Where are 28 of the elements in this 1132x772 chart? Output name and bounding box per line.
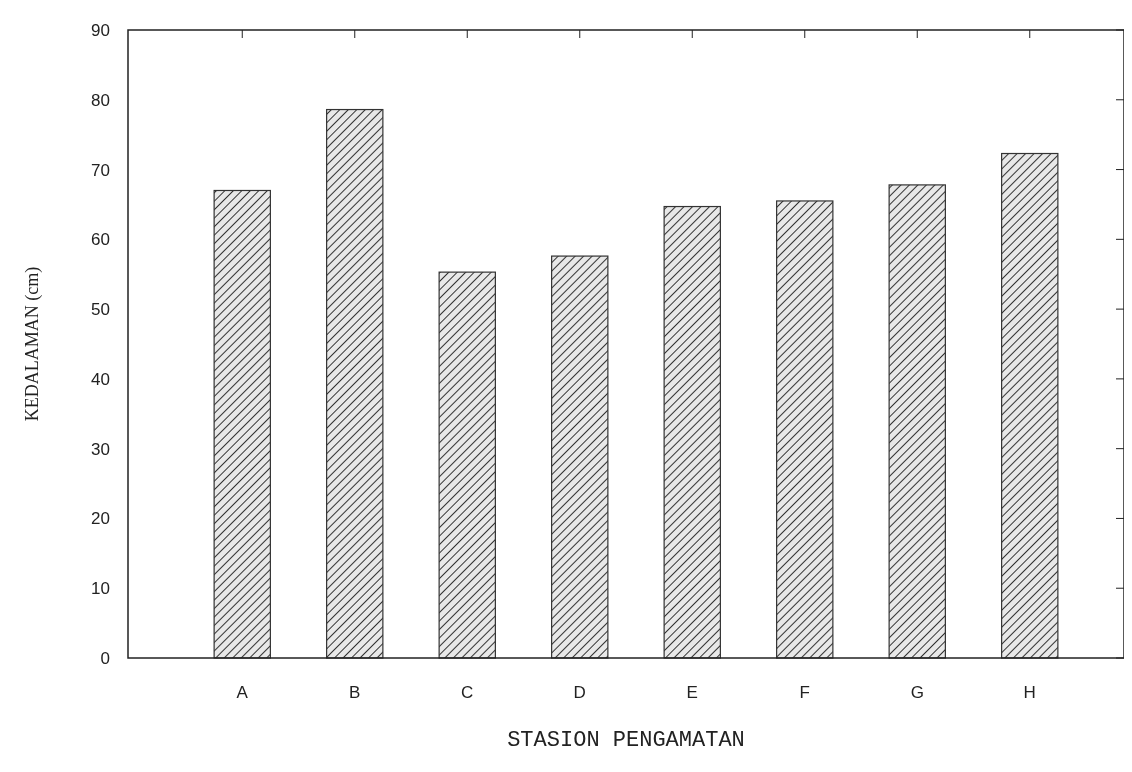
y-tick-label: 90 (91, 20, 110, 40)
y-tick-label: 70 (91, 160, 110, 180)
bar (776, 200, 834, 659)
x-tick-label: C (461, 683, 474, 702)
bar (438, 271, 496, 659)
y-tick-label: 60 (91, 230, 110, 250)
y-tick-label: 0 (100, 648, 110, 668)
bar (1001, 152, 1059, 659)
y-tick-label: 80 (91, 90, 110, 110)
x-tick-label: D (573, 683, 586, 702)
bar (326, 108, 384, 659)
x-tick-label: A (236, 683, 249, 702)
y-tick-label: 20 (91, 509, 110, 529)
x-tick-label: H (1023, 683, 1036, 702)
x-tick-label: E (686, 683, 698, 702)
y-tick-label: 50 (91, 300, 110, 320)
bar (888, 184, 946, 659)
y-tick-label: 30 (91, 439, 110, 459)
y-tick-label: 40 (91, 369, 110, 389)
bar (663, 205, 721, 659)
x-axis-title: STASION PENGAMATAN (507, 728, 745, 753)
bar (213, 189, 271, 659)
x-tick-label: G (910, 683, 924, 702)
x-tick-label: B (349, 683, 361, 702)
y-axis-title: KEDALAMAN (cm) (22, 266, 43, 422)
x-tick-label: F (799, 683, 810, 702)
bar (551, 255, 609, 659)
y-tick-label: 10 (91, 579, 110, 599)
